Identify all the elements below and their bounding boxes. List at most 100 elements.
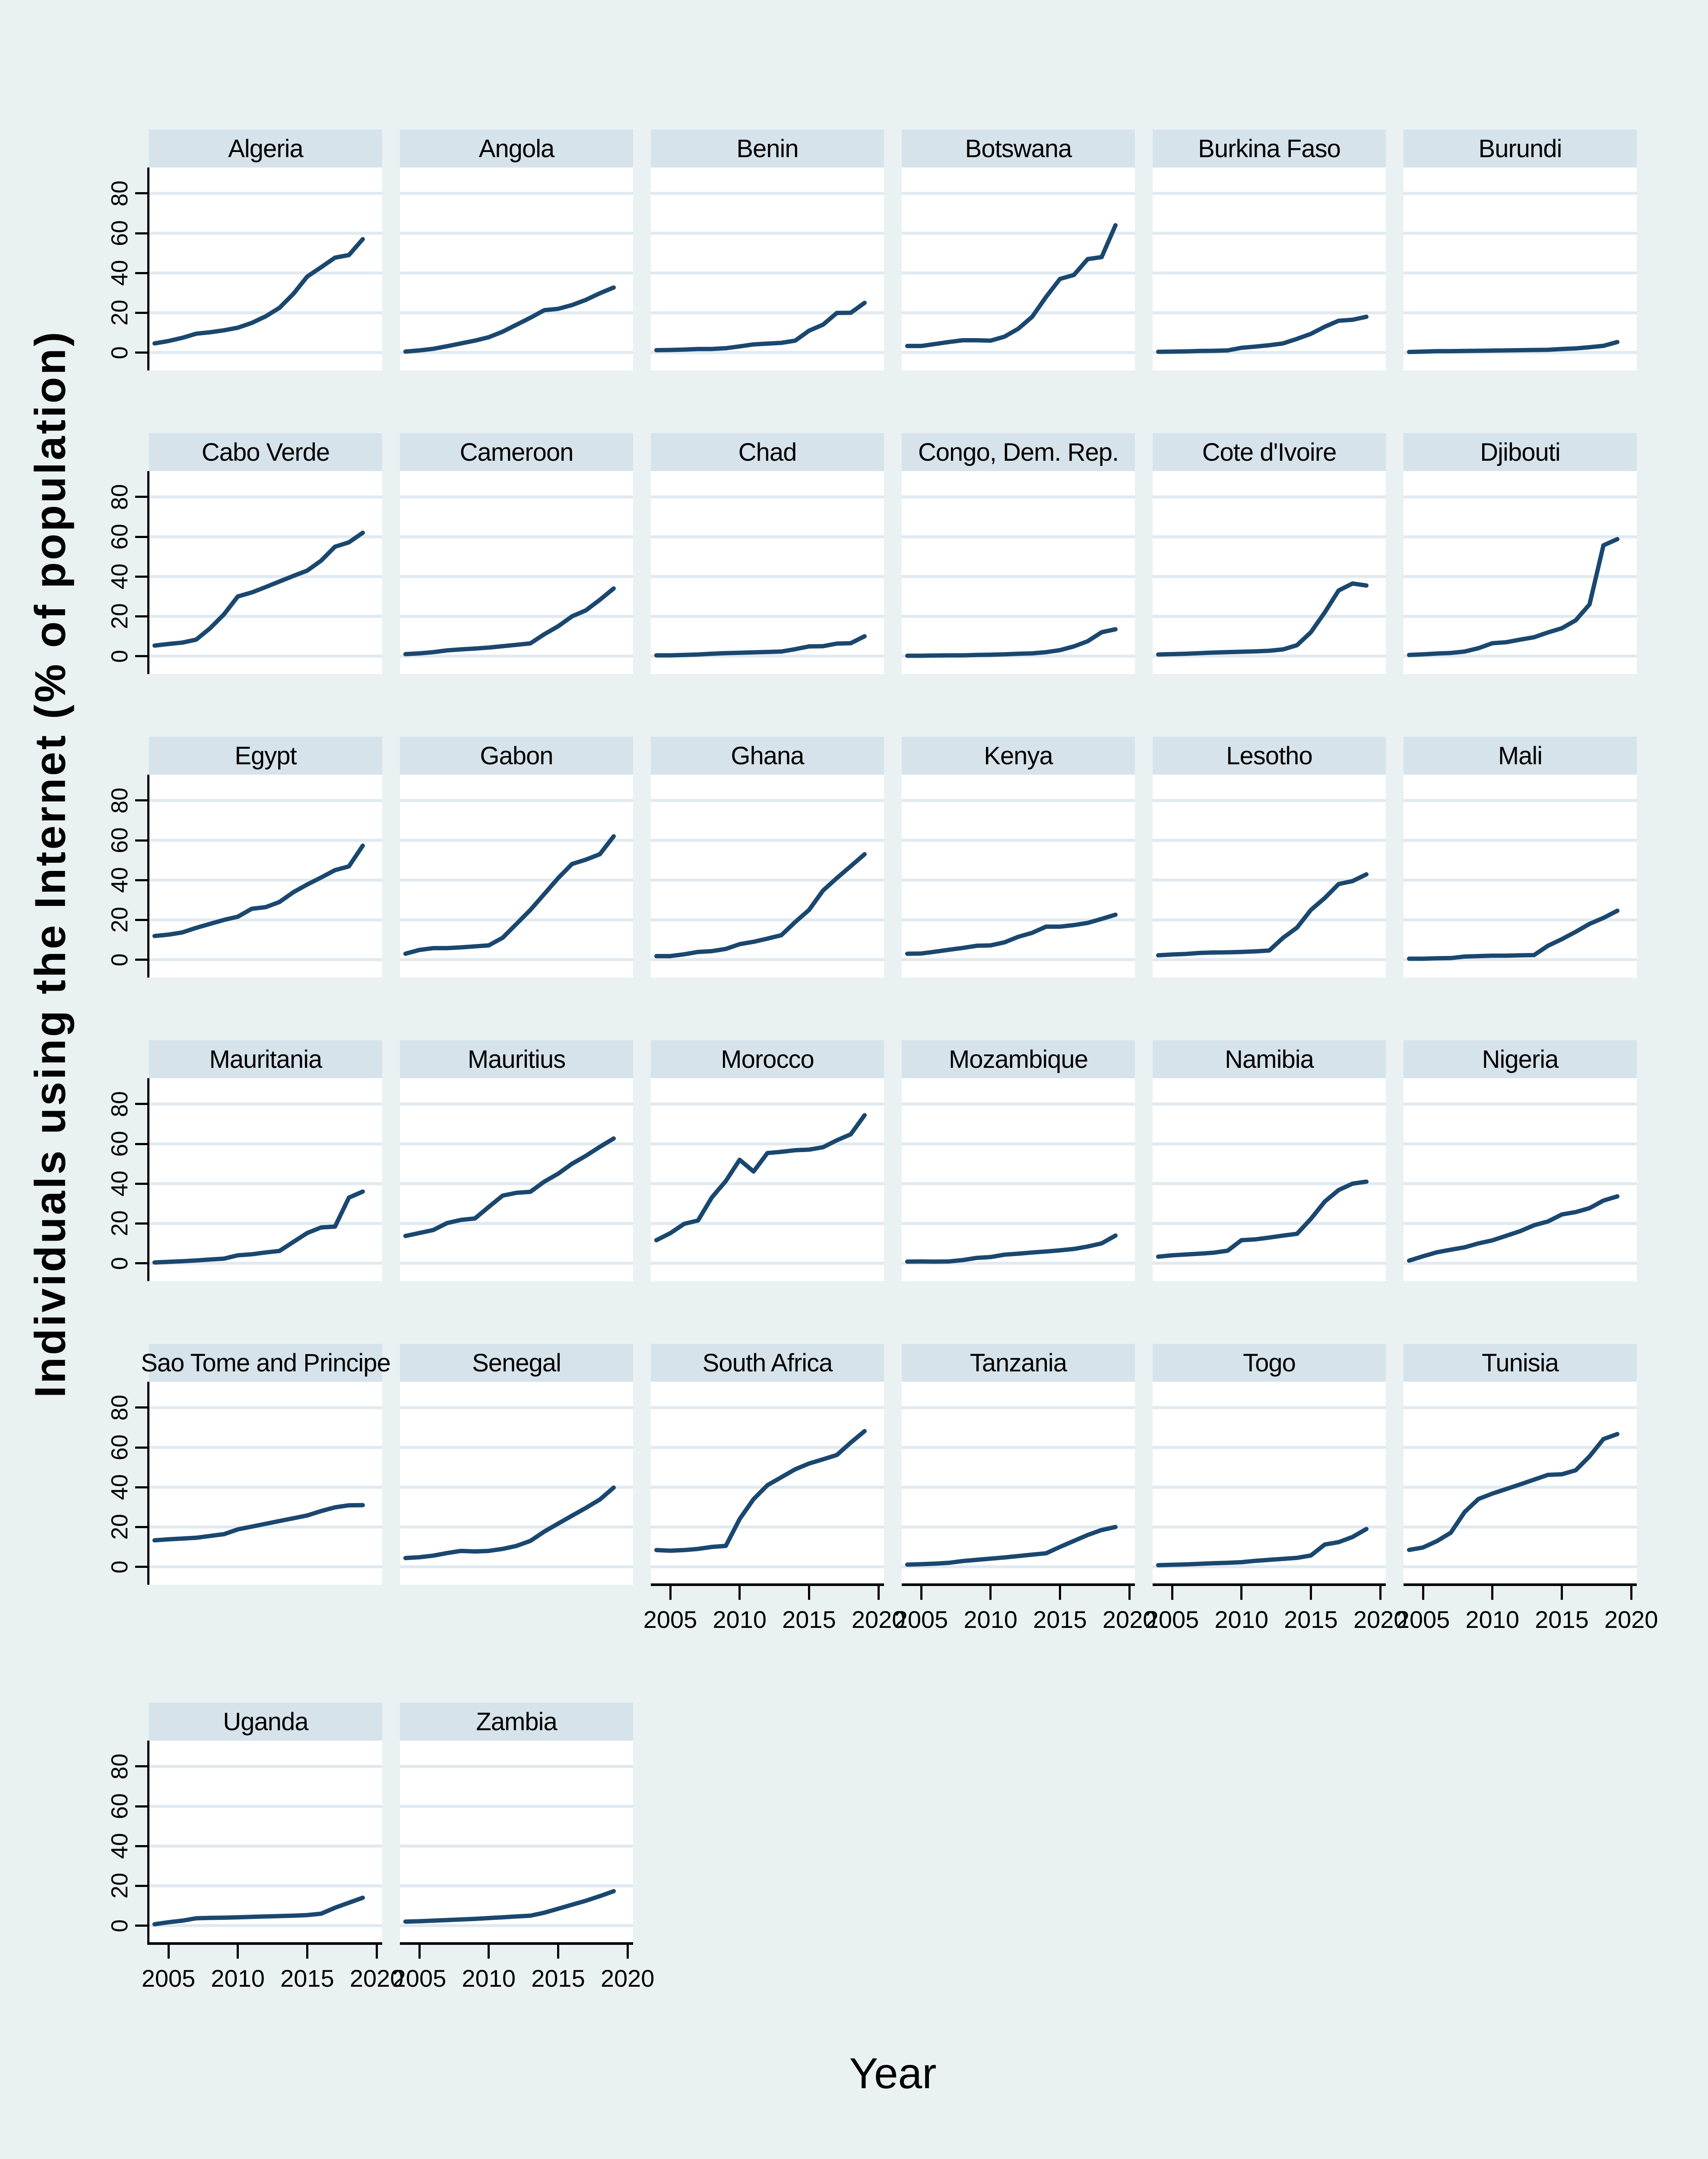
y-tick-label: 40: [107, 563, 133, 590]
country-title: Tunisia: [1482, 1349, 1559, 1377]
plot-svg: [1153, 1102, 1386, 1265]
plot-svg: [400, 495, 633, 658]
y-tick-label: 0: [107, 1257, 133, 1270]
country-title: Tanzania: [970, 1349, 1067, 1377]
country-panel: Djibouti: [1404, 433, 1637, 674]
panel-plot-area: [149, 168, 382, 370]
plot-svg: [149, 1765, 382, 1927]
plot-svg: [149, 799, 382, 961]
country-title: Sao Tome and Principe: [141, 1349, 391, 1377]
y-tick: [135, 615, 147, 617]
x-tick: [1309, 1586, 1312, 1600]
country-title: Cote d'Ivoire: [1202, 438, 1337, 466]
plot-svg: [400, 192, 633, 354]
trend-line: [1407, 909, 1619, 961]
country-title: Botswana: [965, 134, 1072, 163]
y-tick: [135, 1103, 147, 1105]
trend-line: [905, 627, 1118, 658]
country-title: South Africa: [702, 1349, 833, 1377]
country-title: Mauritius: [467, 1045, 566, 1073]
trend-line: [654, 852, 867, 959]
y-axis-line: [147, 1741, 149, 1944]
x-axis-line: [902, 1583, 1135, 1586]
x-tick-label: 2010: [963, 1606, 1017, 1633]
country-panel: Angola: [400, 130, 633, 370]
country-title: Burkina Faso: [1198, 134, 1341, 163]
panel-plot-area: [1153, 1078, 1386, 1281]
panel-title-strip: Morocco: [651, 1040, 884, 1078]
x-tick-label: 2020: [851, 1606, 906, 1633]
panel-plot-area: [902, 168, 1135, 370]
panel-title-strip: Ghana: [651, 737, 884, 775]
y-tick: [135, 496, 147, 498]
y-tick: [135, 1182, 147, 1185]
plot-svg: [1153, 799, 1386, 961]
y-tick: [135, 311, 147, 314]
panel-plot-area: [1153, 168, 1386, 370]
y-tick: [135, 959, 147, 961]
x-tick: [1630, 1586, 1632, 1600]
y-tick-label: 80: [107, 1753, 133, 1779]
y-tick-label: 80: [107, 1091, 133, 1117]
x-tick: [1128, 1586, 1131, 1600]
country-panel: Uganda 0 20 40 60 80 2005 2010 2015 2020: [107, 1703, 403, 1992]
y-tick-label: 80: [107, 180, 133, 206]
country-panel: Burkina Faso: [1153, 130, 1386, 370]
panel-title-strip: Zambia: [400, 1703, 633, 1741]
country-panel: Cabo Verde 0 20 40 60 80: [107, 433, 382, 674]
trend-line: [403, 1136, 616, 1238]
y-tick-label: 0: [107, 1560, 133, 1573]
x-tick: [1379, 1586, 1382, 1600]
y-tick: [135, 232, 147, 234]
x-tick-label: 2010: [1214, 1606, 1268, 1633]
panel-plot-area: [651, 471, 884, 674]
y-tick: [135, 799, 147, 802]
x-tick: [626, 1945, 629, 1959]
x-axis-line: [400, 1942, 633, 1945]
y-tick: [135, 1805, 147, 1808]
y-tick: [135, 1526, 147, 1528]
x-axis-line: [1153, 1583, 1386, 1586]
y-tick: [135, 1406, 147, 1409]
x-tick: [167, 1945, 170, 1959]
x-tick-label: 2010: [211, 1965, 265, 1992]
y-axis-line: [147, 1078, 149, 1281]
panel-plot-area: [1404, 1382, 1637, 1585]
y-tick: [135, 575, 147, 578]
country-panel: Tunisia 2005 2010 2015 2020: [1396, 1344, 1658, 1633]
plot-svg: [400, 1406, 633, 1568]
country-title: Togo: [1243, 1349, 1296, 1377]
trend-line: [1407, 537, 1619, 657]
x-tick: [306, 1945, 308, 1959]
plot-svg: [902, 1102, 1135, 1265]
x-tick: [669, 1586, 672, 1600]
panel-title-strip: Egypt: [149, 737, 382, 775]
y-tick-label: 40: [107, 1833, 133, 1859]
plot-svg: [651, 495, 884, 658]
y-tick-label: 60: [107, 1793, 133, 1820]
panel-title-strip: Benin: [651, 130, 884, 168]
panel-plot-area: [400, 1382, 633, 1585]
x-tick-label: 2015: [1033, 1606, 1087, 1633]
y-tick: [135, 192, 147, 195]
country-panel: Congo, Dem. Rep.: [902, 433, 1135, 674]
panel-title-strip: Mauritania: [149, 1040, 382, 1078]
trend-line: [905, 1525, 1118, 1567]
panel-plot-area: [1153, 1382, 1386, 1585]
country-panel: Ghana: [651, 737, 884, 978]
y-tick-label: 20: [107, 907, 133, 933]
country-panel: Mali: [1404, 737, 1637, 978]
trend-line: [654, 1113, 867, 1243]
plot-svg: [1153, 192, 1386, 354]
trend-line: [1407, 340, 1619, 355]
country-panel: Egypt 0 20 40 60 80: [107, 737, 382, 978]
x-tick-label: 2005: [141, 1965, 196, 1992]
trend-line: [403, 834, 616, 956]
country-panel: South Africa 2005 2010 2015 2020: [643, 1344, 905, 1633]
plot-svg: [149, 495, 382, 658]
y-tick: [135, 1222, 147, 1225]
y-tick-label: 80: [107, 1394, 133, 1421]
panel-title-strip: Nigeria: [1404, 1040, 1637, 1078]
country-title: Nigeria: [1482, 1045, 1559, 1073]
y-tick-label: 40: [107, 260, 133, 286]
